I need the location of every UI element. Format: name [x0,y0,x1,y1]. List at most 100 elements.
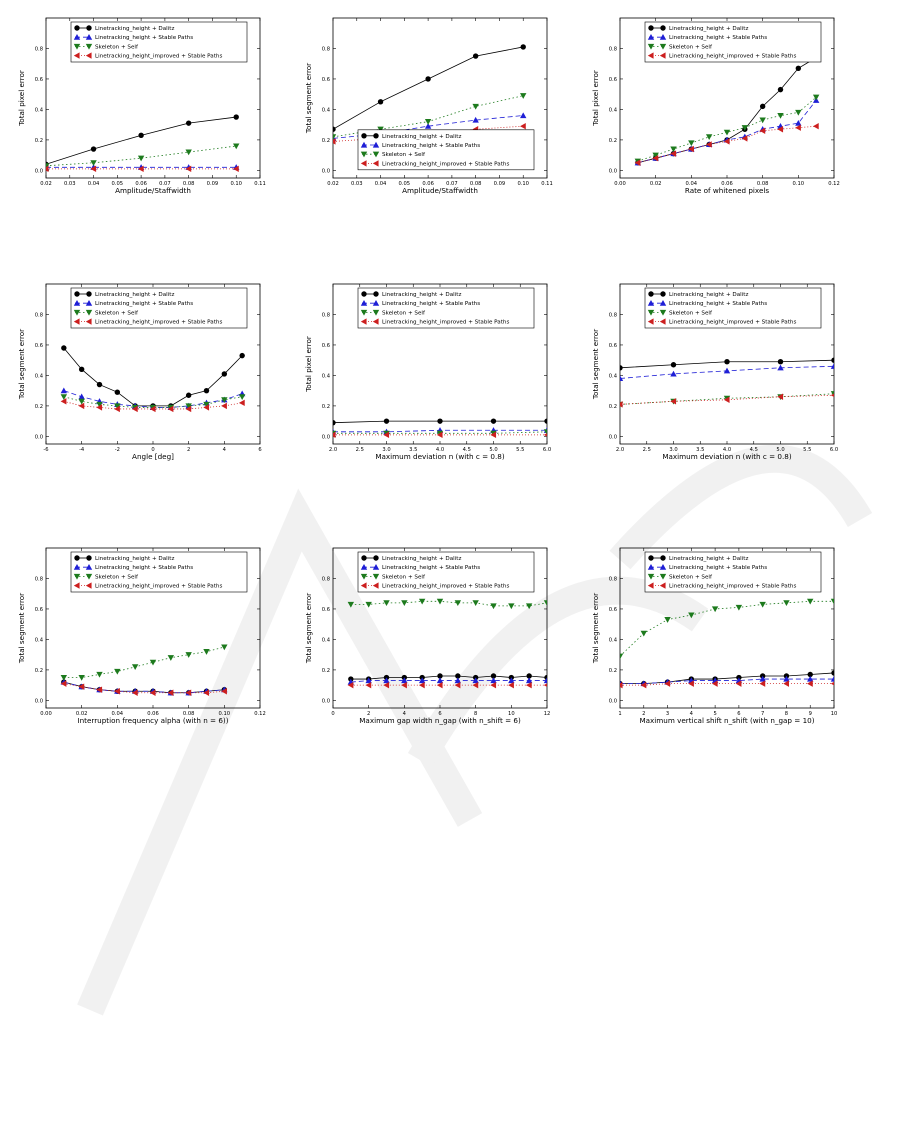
x-tick-label: 6.0 [830,447,838,453]
point-stable-paths [418,677,426,684]
y-tick-label: 0.0 [35,168,43,174]
legend-marker-dalitz [660,555,666,561]
x-tick-label: 0 [151,447,154,453]
point-improved-stable-paths [688,680,694,687]
series-line-skeleton-self [350,600,547,607]
legend-marker-improved-stable-paths [360,582,367,589]
point-skeleton-self [652,152,659,159]
legend-label-improved-stable-paths: Linetracking_height_improved + Stable Pa… [382,161,509,167]
legend-marker-skeleton-self [85,309,93,316]
point-dalitz [670,362,677,368]
y-tick-label: 0.8 [35,576,43,582]
chart-panel-6: 2.0 2.5 3.0 3.5 4.0 4.5 5.0 5.5 6.0 0.0 0.2 0.4 0.6 0… [591,283,838,461]
legend-label-dalitz: Linetracking_height + Dalitz [382,556,461,562]
x-tick-label: 0.06 [147,711,159,717]
point-improved-stable-paths [640,681,647,689]
point-improved-stable-paths [454,681,461,689]
point-skeleton-self [78,398,85,405]
x-tick-label: 4.0 [723,447,731,453]
point-improved-stable-paths [167,689,174,696]
x-tick-label: 0.08 [183,181,195,187]
point-improved-stable-paths [78,683,85,690]
legend-label-stable-paths: Linetracking_height + Stable Paths [382,143,480,149]
legend-marker-dalitz [648,291,654,297]
legend-marker-skeleton-self [360,573,368,580]
legend-label-improved-stable-paths: Linetracking_height_improved + Stable Pa… [95,584,222,590]
legend-box [644,551,822,593]
point-skeleton-self [705,134,713,141]
x-tick-label: 0.07 [446,181,458,187]
point-dalitz [437,673,443,679]
point-improved-stable-paths [520,122,526,130]
y-tick-label: 0.6 [609,343,617,349]
x-tick-label: 7 [761,711,764,717]
legend-marker-improved-stable-paths [372,582,379,589]
point-skeleton-self [78,674,85,681]
point-dalitz [90,146,97,152]
point-skeleton-self [812,94,820,101]
point-improved-stable-paths [472,681,479,689]
y-tick-label: 0.6 [35,607,43,613]
legend-label-skeleton-self: Skeleton + Self [95,44,139,50]
legend-marker-improved-stable-paths [372,318,379,325]
point-dalitz [490,673,497,679]
point-skeleton-self [543,600,547,607]
legend-label-improved-stable-paths: Linetracking_height_improved + Stable Pa… [95,54,222,60]
y-tick-label: 0.0 [322,434,330,440]
x-tick-label: 4.0 [436,447,444,453]
x-axis-label: Maximum gap width n_gap (with n_shift = … [359,716,521,725]
point-skeleton-self [203,649,210,655]
point-dalitz [831,670,834,676]
point-dalitz [544,418,547,424]
legend-marker-skeleton-self [360,151,368,158]
legend-label-dalitz: Linetracking_height + Dalitz [95,26,174,32]
point-skeleton-self [795,109,802,116]
x-tick-label: 0.03 [64,181,76,187]
chart-panel-3: 0.00 0.02 0.04 0.06 0.08 0.10 0.12 0.0 0.2 0.4 0.6… [591,17,840,195]
x-tick-label: 0.02 [650,181,662,187]
legend-label-stable-paths: Linetracking_height + Stable Paths [95,35,193,41]
x-tick-label: 0.06 [135,181,147,187]
x-tick-label: 0.04 [686,181,698,187]
y-tick-label: 0.4 [35,637,44,643]
point-dalitz [185,120,192,126]
x-tick-label: 0.11 [541,181,553,187]
x-tick-label: 2.0 [329,447,337,453]
point-improved-stable-paths [830,681,834,686]
legend-marker-improved-stable-paths [659,582,666,589]
x-tick-label: 2.5 [643,447,651,453]
y-tick-label: 0.8 [35,46,43,52]
x-tick-label: 0.08 [183,711,195,717]
x-axis-label: Amplitude/Staffwidth [115,186,191,195]
legend-label-dalitz: Linetracking_height + Dalitz [382,292,461,298]
point-improved-stable-paths [830,393,834,398]
chart-panel-4: -6 -4 -2 0 2 4 6 0.0 0.2 0.4 0.6 0.8 Angle [deg] Tota… [17,283,262,461]
point-skeleton-self [90,160,97,166]
y-tick-label: 0.0 [322,168,330,174]
y-axis-label: Total segment error [591,593,600,664]
point-improved-stable-paths [78,402,85,410]
series-line-dalitz [620,672,834,685]
point-improved-stable-paths [333,138,336,145]
point-improved-stable-paths [185,165,192,173]
x-tick-label: 0.05 [399,181,411,187]
point-skeleton-self [670,146,677,153]
legend-label-improved-stable-paths: Linetracking_height_improved + Stable Pa… [382,584,509,590]
point-improved-stable-paths [114,405,120,413]
legend-marker-improved-stable-paths [647,582,654,589]
point-skeleton-self [688,140,695,147]
series-line-improved-stable-paths [63,400,243,410]
plot-frame [619,547,835,709]
legend-marker-skeleton-self [659,309,667,316]
point-dalitz [724,359,730,365]
legend-marker-improved-stable-paths [647,52,654,59]
point-dalitz [185,392,192,398]
legend: Linetracking_height + Dalitz Linetracking… [357,551,535,593]
y-tick-label: 0.0 [35,434,43,440]
y-tick-label: 0.2 [35,138,43,144]
point-skeleton-self [60,394,68,400]
point-improved-stable-paths [807,680,813,687]
x-tick-label: 0.10 [793,181,805,187]
x-tick-label: 0.04 [88,181,100,187]
